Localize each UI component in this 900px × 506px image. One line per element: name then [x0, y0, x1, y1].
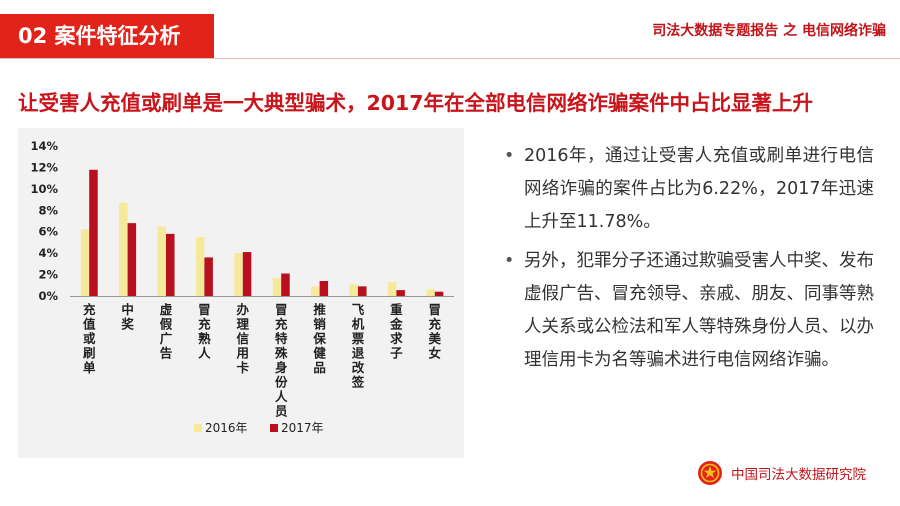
- bar-2016: [349, 284, 358, 296]
- bar-2017: [204, 257, 213, 296]
- bar-2017: [434, 291, 444, 296]
- bullet-text: 2016年，通过让受害人充值或刷单进行电信网络诈骗的案件占比为6.22%，201…: [524, 146, 874, 232]
- y-tick-label: 6%: [38, 225, 58, 239]
- legend-swatch: [194, 424, 202, 432]
- y-tick-label: 2%: [38, 268, 58, 282]
- slide-headline: 让受害人充值或刷单是一大典型骗术，2017年在全部电信网络诈骗案件中占比显著上升: [18, 91, 814, 115]
- bar-2016: [234, 253, 243, 296]
- x-tick-label: 虚假广告: [160, 302, 173, 361]
- x-tick-label: 重金求子: [389, 302, 403, 361]
- x-tick-label: 冒充特殊身份人员: [274, 302, 288, 419]
- y-tick-label: 10%: [30, 182, 58, 196]
- bar-chart: 0% 2% 4% 6% 8% 10% 12% 14% 充值或刷单 中奖 虚假广告 冒充熟人 办理信用卡 冒…: [30, 139, 454, 435]
- bar-2016: [272, 277, 282, 296]
- bar-2016: [195, 237, 205, 296]
- bar-2017: [89, 169, 98, 296]
- bar-2016: [387, 282, 397, 296]
- section-label: 02 案件特征分析: [18, 24, 181, 48]
- x-tick-label: 中奖: [121, 302, 134, 332]
- national-emblem-icon: [698, 461, 722, 485]
- bullet-dot-icon: •: [504, 146, 515, 166]
- legend-entry: 2016年: [205, 421, 248, 435]
- x-tick-label: 飞机票退改签: [351, 302, 365, 390]
- report-title: 司法大数据专题报告 之 电信网络诈骗: [652, 23, 886, 39]
- y-tick-label: 14%: [30, 139, 58, 153]
- x-tick-label: 冒充美女: [429, 302, 442, 361]
- bar-chart-panel: 0% 2% 4% 6% 8% 10% 12% 14% 充值或刷单 中奖 虚假广告 冒充熟人 办理信用卡 冒…: [18, 128, 464, 458]
- x-tick-label: 办理信用卡: [236, 302, 250, 375]
- org-name: 中国司法大数据研究院: [731, 467, 866, 483]
- bar-2016: [311, 286, 320, 296]
- bar-2017: [319, 281, 329, 296]
- bar-2017: [166, 233, 175, 296]
- y-tick-label: 12%: [30, 160, 58, 174]
- bar-2017: [127, 223, 137, 296]
- x-tick-label: 推销保健品: [312, 302, 326, 375]
- bar-2016: [119, 202, 128, 296]
- bullet-item: • 另外，犯罪分子还通过欺骗受害人中奖、发布虚假广告、冒充领导、亲戚、朋友、同事…: [504, 245, 874, 377]
- y-tick-label: 0%: [38, 289, 58, 303]
- footer-branding: 中国司法大数据研究院: [697, 460, 866, 486]
- bar-2016: [426, 289, 435, 296]
- bar-2017: [281, 273, 290, 296]
- legend-swatch: [270, 424, 278, 432]
- bullet-list: • 2016年，通过让受害人充值或刷单进行电信网络诈骗的案件占比为6.22%，2…: [504, 140, 874, 383]
- x-tick-label: 冒充熟人: [198, 302, 211, 361]
- bar-2016: [157, 226, 166, 296]
- header-divider: [0, 58, 900, 59]
- section-tab: 02 案件特征分析: [0, 14, 214, 58]
- bullet-text: 另外，犯罪分子还通过欺骗受害人中奖、发布虚假广告、冒充领导、亲戚、朋友、同事等熟…: [524, 251, 874, 370]
- x-tick-label: 充值或刷单: [83, 302, 96, 375]
- bar-2017: [396, 290, 405, 296]
- bullet-item: • 2016年，通过让受害人充值或刷单进行电信网络诈骗的案件占比为6.22%，2…: [504, 140, 874, 239]
- bullet-dot-icon: •: [504, 251, 515, 271]
- y-tick-label: 8%: [38, 203, 58, 217]
- bar-2016: [80, 229, 90, 296]
- legend-entry: 2017年: [281, 421, 324, 435]
- bar-2017: [242, 252, 252, 296]
- y-tick-label: 4%: [38, 246, 58, 260]
- bar-2017: [358, 286, 367, 296]
